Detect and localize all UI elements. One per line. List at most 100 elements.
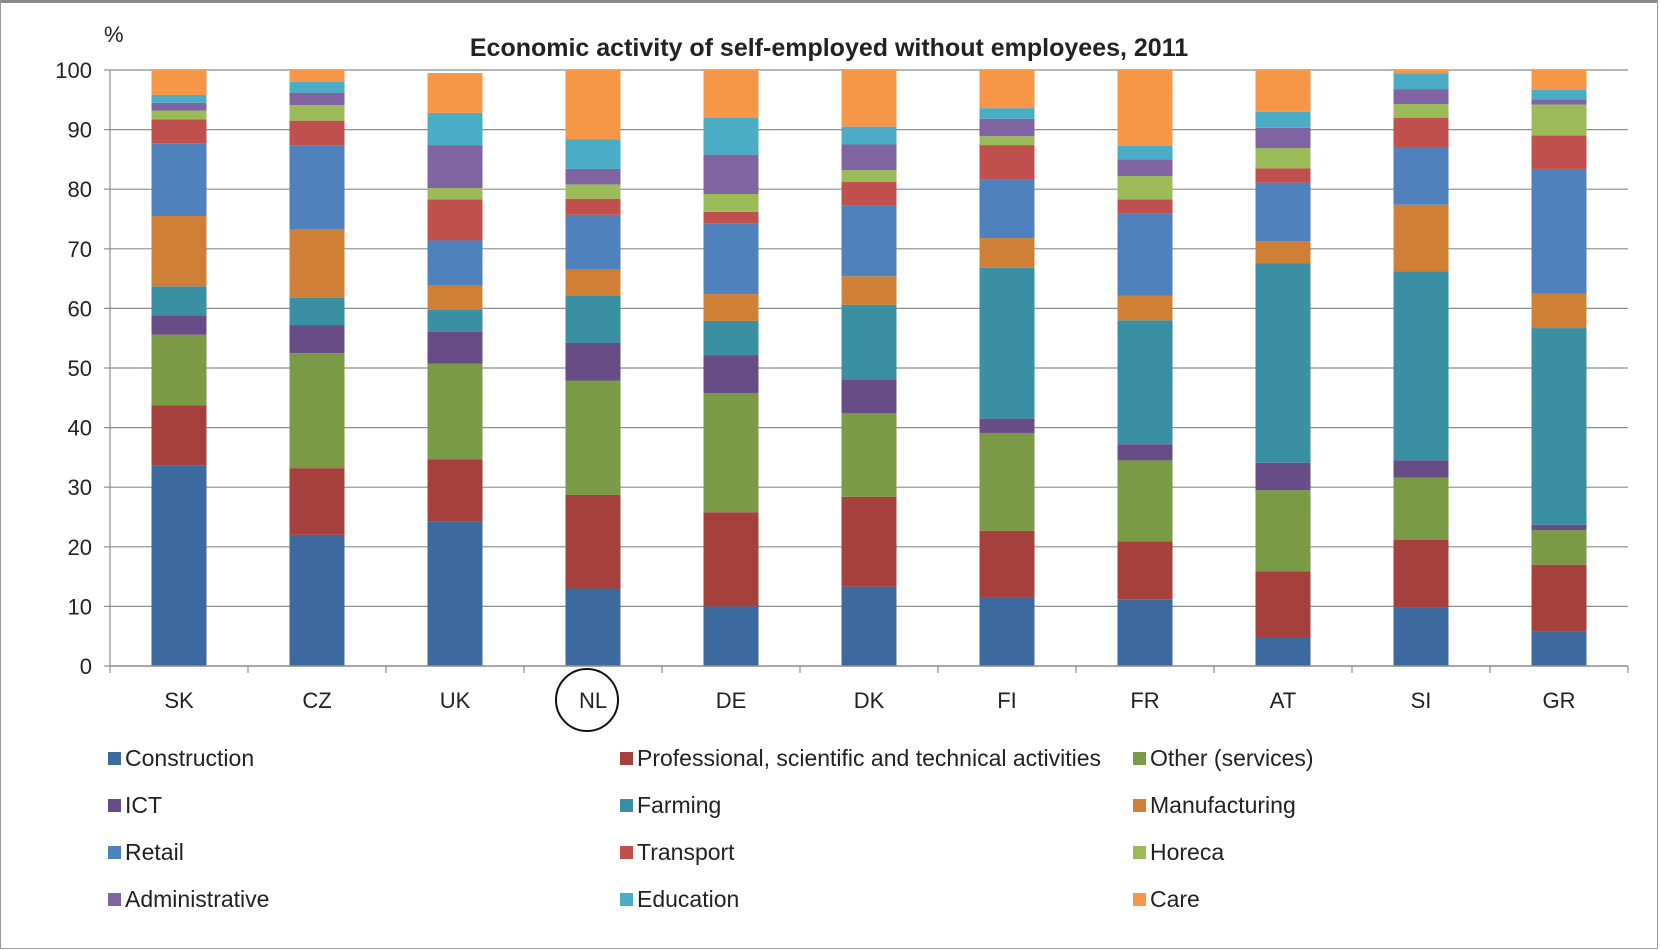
bar-segment-si-2 <box>1393 477 1449 540</box>
bar-segment-gr-9 <box>1531 99 1587 105</box>
bar-segment-sk-4 <box>151 286 207 316</box>
bar-segment-at-9 <box>1255 127 1311 149</box>
bar-segment-de-2 <box>703 393 759 513</box>
bar-segment-sk-11 <box>151 70 207 96</box>
bar-segment-dk-0 <box>841 586 897 666</box>
bar-segment-nl-8 <box>565 184 621 199</box>
bar-segment-uk-0 <box>427 521 483 666</box>
y-tick-label: 80 <box>68 177 92 202</box>
legend-swatch <box>108 752 121 765</box>
bar-segment-sk-5 <box>151 216 207 287</box>
bar-stack-sk <box>151 70 207 666</box>
bar-stack-dk <box>841 70 897 666</box>
bar-segment-nl-4 <box>565 295 621 343</box>
bar-segment-uk-10 <box>427 112 483 146</box>
bar-segment-nl-7 <box>565 198 621 215</box>
bar-segment-si-6 <box>1393 147 1449 205</box>
bar-segment-si-5 <box>1393 204 1449 272</box>
bar-segment-sk-2 <box>151 334 207 406</box>
bar-segment-si-4 <box>1393 271 1449 461</box>
bar-segment-uk-8 <box>427 188 483 200</box>
bar-segment-fr-5 <box>1117 295 1173 321</box>
bar-segment-fr-0 <box>1117 599 1173 666</box>
legend-swatch <box>1133 799 1146 812</box>
legend-swatch <box>620 893 633 906</box>
bar-segment-cz-3 <box>289 325 345 354</box>
bars <box>151 70 1587 666</box>
bar-segment-uk-11 <box>427 72 483 113</box>
bar-segment-sk-3 <box>151 315 207 335</box>
bar-segment-si-11 <box>1393 70 1449 74</box>
bar-segment-at-4 <box>1255 263 1311 463</box>
bar-segment-gr-1 <box>1531 564 1587 632</box>
bar-segment-dk-10 <box>841 126 897 145</box>
legend-item: Education <box>620 886 739 913</box>
bar-stack-si <box>1393 70 1449 666</box>
bar-segment-at-5 <box>1255 241 1311 264</box>
bar-segment-dk-5 <box>841 276 897 305</box>
bar-segment-fi-4 <box>979 267 1035 419</box>
bar-segment-fi-11 <box>979 70 1035 109</box>
bar-segment-de-9 <box>703 154 759 194</box>
bar-segment-fi-3 <box>979 418 1035 433</box>
bar-segment-uk-9 <box>427 145 483 189</box>
y-tick-label: 30 <box>68 475 92 500</box>
bar-segment-at-11 <box>1255 70 1311 112</box>
y-tick-label: 70 <box>68 237 92 262</box>
legend-swatch <box>108 799 121 812</box>
x-tick-label-cz: CZ <box>302 688 331 713</box>
bar-segment-fi-1 <box>979 530 1035 598</box>
legend-item: Other (services) <box>1133 745 1314 772</box>
bar-segment-fi-7 <box>979 145 1035 180</box>
legend-item: Manufacturing <box>1133 792 1296 819</box>
bar-segment-de-0 <box>703 606 759 666</box>
legend-label: Professional, scientific and technical a… <box>637 745 1102 771</box>
bar-segment-de-5 <box>703 294 759 321</box>
legend-swatch <box>108 893 121 906</box>
bar-segment-cz-7 <box>289 120 345 146</box>
bar-segment-fi-10 <box>979 108 1035 119</box>
bar-segment-de-10 <box>703 117 759 155</box>
bar-segment-fr-1 <box>1117 541 1173 600</box>
bar-segment-dk-2 <box>841 413 897 497</box>
x-tick-label-fr: FR <box>1130 688 1159 713</box>
y-tick-label: 10 <box>68 594 92 619</box>
bar-segment-at-8 <box>1255 148 1311 169</box>
bar-segment-sk-6 <box>151 143 207 217</box>
bar-segment-sk-8 <box>151 110 207 120</box>
bar-segment-at-3 <box>1255 462 1311 491</box>
y-tick-label: 90 <box>68 118 92 143</box>
bar-segment-nl-6 <box>565 214 621 270</box>
bar-segment-fr-2 <box>1117 460 1173 542</box>
bar-segment-at-7 <box>1255 168 1311 183</box>
x-tick-label-fi: FI <box>997 688 1017 713</box>
bar-segment-cz-10 <box>289 81 345 93</box>
bar-stack-at <box>1255 70 1311 666</box>
x-tick-label-de: DE <box>716 688 747 713</box>
bar-segment-de-3 <box>703 355 759 394</box>
bar-segment-nl-11 <box>565 70 621 140</box>
bar-segment-de-6 <box>703 223 759 295</box>
bar-segment-at-1 <box>1255 571 1311 638</box>
legend-swatch <box>620 799 633 812</box>
legend-item: Transport <box>620 839 735 866</box>
axes <box>109 70 1629 673</box>
bar-segment-si-0 <box>1393 607 1449 666</box>
bar-segment-dk-4 <box>841 304 897 380</box>
bar-segment-nl-1 <box>565 494 621 589</box>
bar-segment-si-10 <box>1393 73 1449 90</box>
bar-segment-fr-8 <box>1117 176 1173 200</box>
legend-label: Farming <box>637 792 722 818</box>
bar-stack-de <box>703 70 759 666</box>
bar-segment-at-10 <box>1255 111 1311 128</box>
bar-segment-sk-10 <box>151 95 207 103</box>
bar-segment-si-3 <box>1393 460 1449 478</box>
bar-segment-gr-0 <box>1531 631 1587 666</box>
y-tick-label: 0 <box>80 654 92 679</box>
bar-stack-fi <box>979 70 1035 666</box>
legend-swatch <box>1133 893 1146 906</box>
bar-segment-de-4 <box>703 320 759 356</box>
bar-segment-de-1 <box>703 512 759 607</box>
